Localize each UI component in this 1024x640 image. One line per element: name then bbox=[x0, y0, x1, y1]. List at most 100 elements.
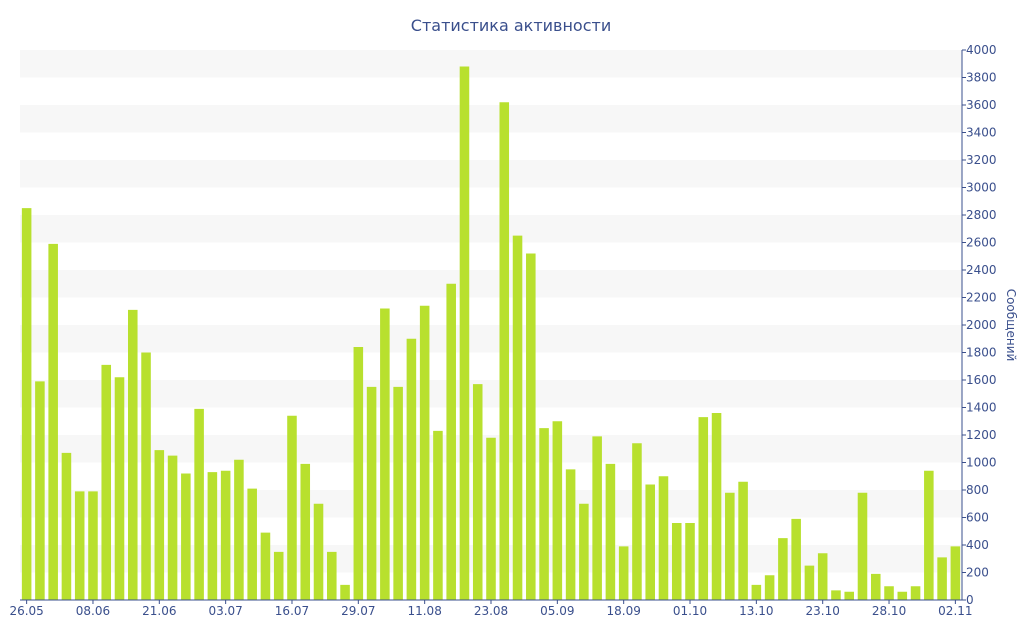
x-tick-label: 23.08 bbox=[474, 604, 508, 618]
x-tick-label: 21.06 bbox=[142, 604, 176, 618]
bar bbox=[61, 452, 72, 600]
bar bbox=[154, 450, 165, 600]
bar bbox=[127, 309, 138, 600]
y-tick-label: 3200 bbox=[966, 153, 997, 167]
bar bbox=[764, 575, 775, 600]
bar bbox=[247, 488, 257, 600]
bar bbox=[419, 305, 430, 600]
x-tick-label: 02.11 bbox=[938, 604, 972, 618]
bar bbox=[791, 518, 801, 600]
y-tick-label: 400 bbox=[966, 538, 989, 552]
bar bbox=[406, 338, 417, 600]
y-tick-label: 1200 bbox=[966, 428, 997, 442]
bar bbox=[870, 573, 881, 600]
bar bbox=[884, 586, 894, 600]
bar bbox=[910, 586, 921, 600]
x-tick-label: 08.06 bbox=[76, 604, 110, 618]
bar bbox=[194, 408, 204, 600]
y-tick-label: 2200 bbox=[966, 291, 997, 305]
bar bbox=[725, 492, 735, 600]
y-tick-label: 2000 bbox=[966, 318, 997, 332]
bar bbox=[499, 102, 510, 600]
bar bbox=[844, 591, 855, 600]
bar bbox=[950, 546, 961, 600]
bar bbox=[605, 463, 616, 600]
bar bbox=[21, 208, 32, 600]
bar bbox=[446, 283, 456, 600]
bar bbox=[300, 463, 311, 600]
y-tick-label: 1600 bbox=[966, 373, 997, 387]
bar bbox=[141, 352, 151, 600]
x-tick-label: 29.07 bbox=[341, 604, 375, 618]
y-tick-label: 2600 bbox=[966, 236, 997, 250]
y-tick-label: 2800 bbox=[966, 208, 997, 222]
bar bbox=[327, 551, 337, 600]
x-tick-label: 16.07 bbox=[275, 604, 309, 618]
bar bbox=[48, 243, 58, 600]
bar bbox=[778, 538, 788, 600]
grid-band bbox=[20, 105, 962, 133]
x-axis-ticks: 26.05 08.06 21.06 03.07 16.07 29.07 11.08 23.08… bbox=[9, 600, 973, 618]
y-tick-label: 0 bbox=[966, 593, 974, 607]
y-tick-label: 600 bbox=[966, 511, 989, 525]
grid-band bbox=[20, 215, 962, 243]
bar bbox=[393, 386, 403, 600]
y-axis-ticks: 0 200 400 600 800 1000 1200 1400 1600 1800 2000 220… bbox=[962, 43, 997, 607]
bar bbox=[831, 590, 841, 600]
bar bbox=[592, 436, 602, 600]
bar bbox=[632, 443, 642, 600]
bar bbox=[220, 470, 231, 600]
x-tick-label: 05.09 bbox=[540, 604, 574, 618]
background-bands bbox=[20, 50, 962, 573]
bar bbox=[366, 386, 377, 600]
bar bbox=[817, 553, 828, 600]
x-tick-label: 28.10 bbox=[872, 604, 906, 618]
x-tick-label: 13.10 bbox=[739, 604, 773, 618]
bar bbox=[685, 523, 695, 600]
bar bbox=[512, 235, 523, 600]
bar bbox=[207, 472, 218, 600]
bar bbox=[167, 455, 178, 600]
bar bbox=[380, 308, 390, 600]
bars bbox=[21, 66, 961, 600]
chart-title: Статистика активности bbox=[411, 16, 611, 35]
grid-band bbox=[20, 325, 962, 353]
y-tick-label: 3800 bbox=[966, 71, 997, 85]
bar bbox=[738, 481, 748, 600]
y-tick-label: 1000 bbox=[966, 456, 997, 470]
y-tick-label: 200 bbox=[966, 566, 989, 580]
bar bbox=[711, 413, 722, 600]
bar bbox=[459, 66, 470, 600]
grid-band bbox=[20, 160, 962, 188]
bar bbox=[273, 551, 284, 600]
bar bbox=[671, 523, 682, 600]
y-tick-label: 3600 bbox=[966, 98, 997, 112]
bar bbox=[101, 364, 112, 600]
x-tick-label: 23.10 bbox=[806, 604, 840, 618]
bar bbox=[35, 381, 45, 600]
bar bbox=[897, 591, 908, 600]
bar bbox=[88, 491, 98, 600]
bar bbox=[181, 473, 191, 600]
y-tick-label: 4000 bbox=[966, 43, 997, 57]
y-axis-label: Сообщений bbox=[1004, 289, 1018, 362]
bar bbox=[924, 470, 934, 600]
grid-band bbox=[20, 270, 962, 298]
y-tick-label: 800 bbox=[966, 483, 989, 497]
bar bbox=[433, 430, 443, 600]
bar bbox=[579, 503, 589, 600]
x-tick-label: 03.07 bbox=[208, 604, 242, 618]
bar bbox=[658, 476, 669, 600]
y-tick-label: 1400 bbox=[966, 401, 997, 415]
grid-band bbox=[20, 380, 962, 408]
grid-band bbox=[20, 50, 962, 78]
bar bbox=[260, 532, 271, 600]
y-tick-label: 3000 bbox=[966, 181, 997, 195]
bar bbox=[472, 384, 483, 600]
bar bbox=[287, 415, 297, 600]
bar bbox=[698, 417, 709, 600]
bar bbox=[234, 459, 244, 600]
y-tick-label: 1800 bbox=[966, 346, 997, 360]
bar bbox=[313, 503, 324, 600]
